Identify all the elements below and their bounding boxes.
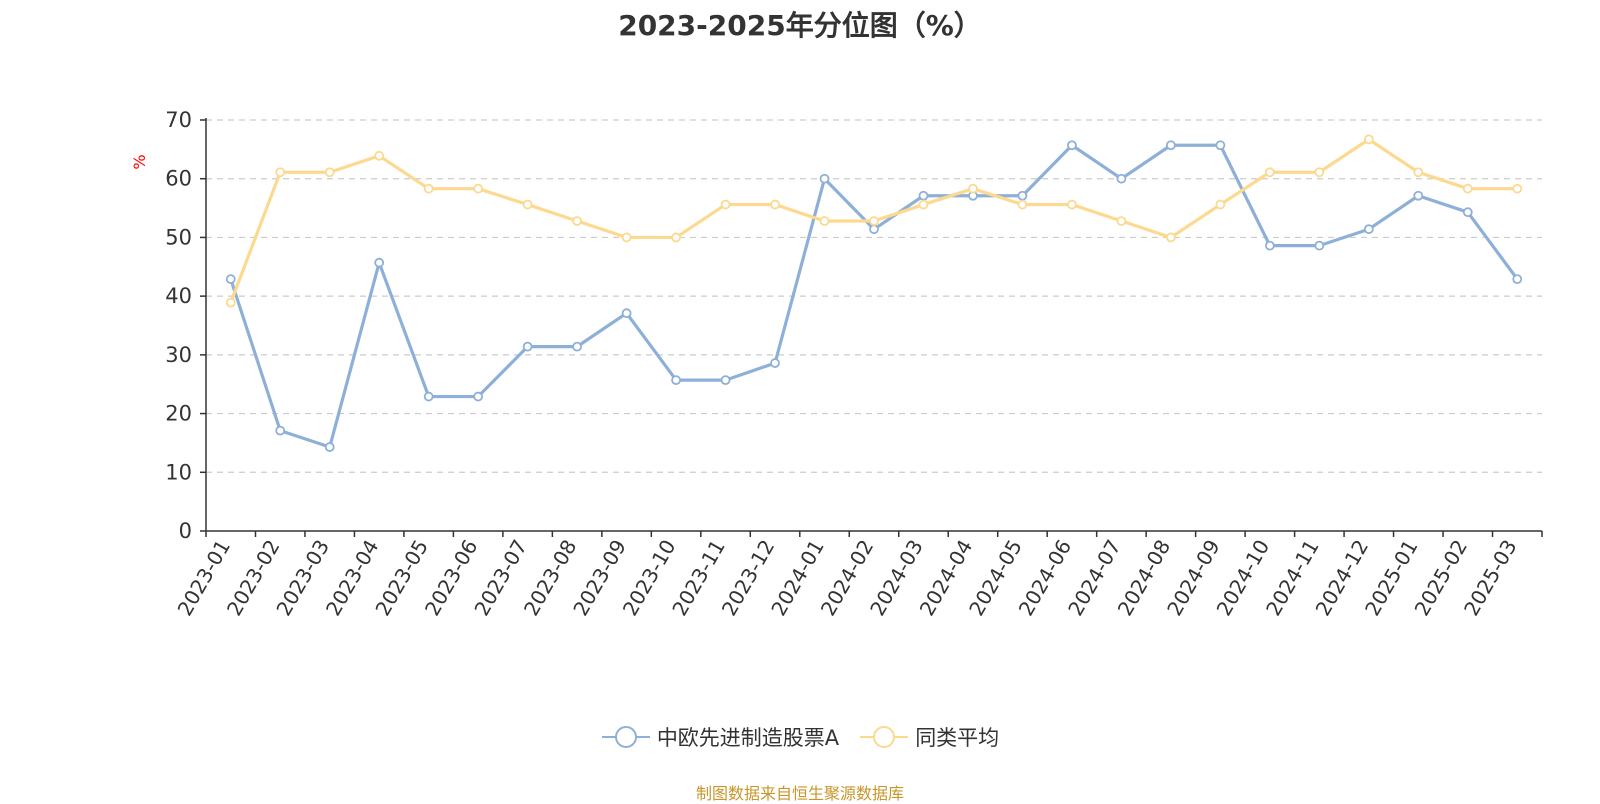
data-point xyxy=(1215,199,1226,210)
data-point xyxy=(918,190,929,201)
data-point xyxy=(1017,199,1028,210)
data-point xyxy=(1264,240,1275,251)
data-point xyxy=(1215,140,1226,151)
y-tick-label: 70 xyxy=(165,108,192,132)
legend-item-1[interactable]: 同类平均 xyxy=(859,722,999,752)
gridlines xyxy=(206,119,1542,473)
data-source-note: 制图数据来自恒生聚源数据库 xyxy=(695,784,904,803)
data-point xyxy=(671,375,681,386)
data-point xyxy=(324,167,335,178)
data-point xyxy=(621,308,632,319)
data-point xyxy=(869,216,879,226)
data-point xyxy=(1067,199,1077,210)
data-point xyxy=(1017,190,1028,201)
y-tick-label: 0 xyxy=(179,519,192,543)
chart-title: 2023-2025年分位图（%） xyxy=(618,9,982,42)
series-lines xyxy=(225,134,1523,452)
data-point xyxy=(1067,140,1077,151)
data-point xyxy=(621,232,632,243)
data-point xyxy=(720,199,731,210)
data-point xyxy=(423,391,434,402)
data-point xyxy=(1165,232,1176,243)
y-tick-label: 10 xyxy=(165,460,192,484)
legend: 中欧先进制造股票A 同类平均 xyxy=(0,722,1600,752)
data-point xyxy=(473,391,484,402)
data-point xyxy=(1413,167,1424,178)
data-point xyxy=(423,183,434,194)
data-point xyxy=(1116,173,1127,184)
data-point xyxy=(572,216,583,226)
data-point xyxy=(275,425,286,436)
data-point xyxy=(671,232,681,243)
data-point xyxy=(918,199,929,210)
data-point xyxy=(1462,207,1473,218)
data-point xyxy=(1512,274,1523,285)
data-point xyxy=(1363,224,1374,235)
y-tick-label: 50 xyxy=(165,225,192,249)
data-point xyxy=(770,199,780,210)
data-point xyxy=(770,358,780,368)
legend-item-0[interactable]: 中欧先进制造股票A xyxy=(601,722,839,752)
data-point xyxy=(473,183,484,194)
series-line-0 xyxy=(229,143,1519,449)
data-point xyxy=(1165,140,1176,151)
data-point xyxy=(1413,190,1424,201)
y-tick-label: 20 xyxy=(165,402,192,426)
legend-label: 同类平均 xyxy=(915,726,1000,750)
data-point xyxy=(1512,183,1523,194)
y-tick-label: 40 xyxy=(165,284,192,308)
legend-marker-icon xyxy=(601,726,650,748)
data-point xyxy=(324,442,335,452)
data-point xyxy=(720,375,731,386)
data-point xyxy=(1314,167,1325,178)
data-point xyxy=(1363,134,1374,145)
data-point xyxy=(869,224,879,235)
data-point xyxy=(819,216,830,226)
data-point xyxy=(1264,167,1275,178)
y-tick-label: 30 xyxy=(165,343,192,367)
legend-label: 中欧先进制造股票A xyxy=(656,726,840,750)
y-axis-unit-label: % xyxy=(130,154,149,169)
data-point xyxy=(968,183,978,194)
data-point xyxy=(225,297,236,308)
data-point xyxy=(522,341,533,352)
data-point xyxy=(1116,216,1127,226)
data-point xyxy=(275,167,286,178)
data-point xyxy=(1462,183,1473,194)
data-point xyxy=(1314,240,1325,251)
data-point xyxy=(819,173,830,184)
data-point xyxy=(522,199,533,210)
data-point xyxy=(572,341,583,352)
data-point xyxy=(374,150,385,161)
legend-marker-icon xyxy=(860,726,909,748)
data-point xyxy=(374,257,385,268)
data-point xyxy=(225,274,236,285)
axes: 0102030405060702023-012023-022023-032023… xyxy=(165,108,1543,620)
y-tick-label: 60 xyxy=(165,167,192,191)
